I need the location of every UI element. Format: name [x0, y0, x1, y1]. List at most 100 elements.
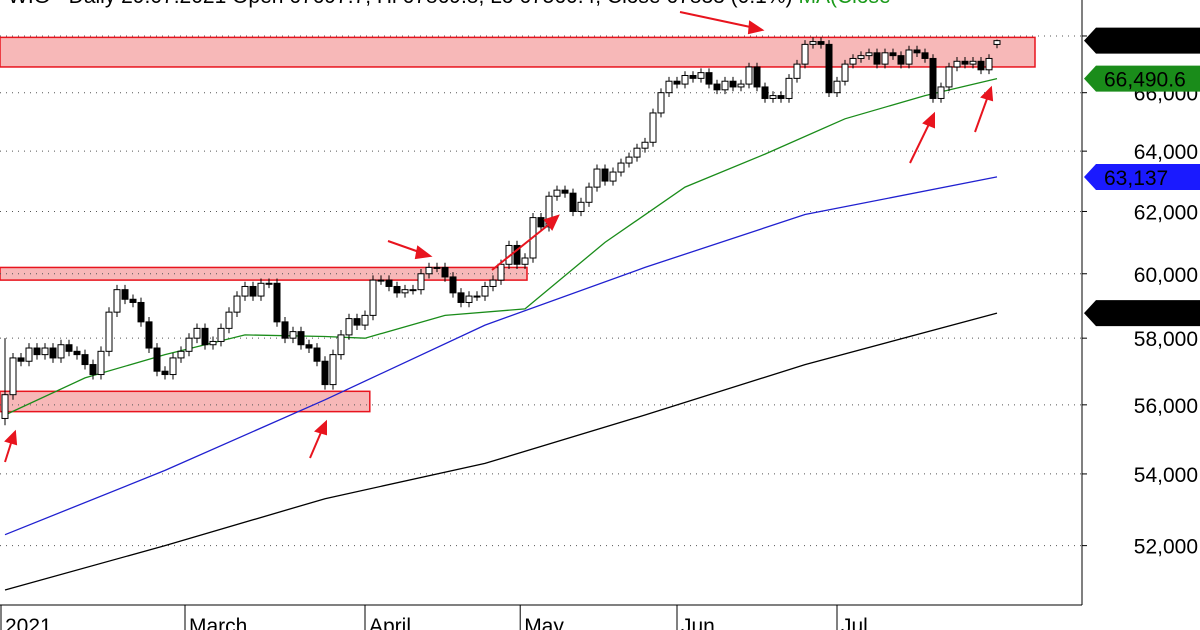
candle-body [169, 357, 177, 376]
candle-body [913, 49, 921, 54]
price-label-box [1084, 300, 1200, 327]
x-tick-label: Jul [841, 615, 868, 630]
candle-body [25, 347, 33, 362]
candle-body [593, 168, 601, 188]
candle-body [777, 95, 785, 99]
candle-body [137, 301, 145, 323]
candle-body [441, 266, 449, 278]
candle-body [65, 344, 73, 352]
arrow-head [747, 20, 765, 35]
candle-body [209, 340, 217, 346]
candle-body [417, 273, 425, 291]
x-axis-labels: 2021 March April May Jun Jul [0, 605, 868, 630]
y-tick-label: 54,000 [1134, 464, 1198, 487]
candle-body [281, 321, 289, 339]
y-tick-label: 60,000 [1134, 264, 1198, 287]
candle-body [89, 364, 97, 376]
candle-body [33, 347, 41, 356]
candle-body [177, 350, 185, 359]
candle-body [969, 60, 977, 65]
arrow [309, 429, 323, 459]
zone [0, 390, 371, 413]
candle-body [121, 289, 129, 300]
candle-body [489, 279, 497, 287]
candle-body [633, 147, 641, 158]
candle-body [609, 171, 617, 182]
x-tick-label: Jun [681, 615, 715, 630]
candle-body [729, 80, 737, 88]
price-label-box [1084, 65, 1200, 92]
candle-body [105, 311, 113, 352]
candle-body [273, 282, 281, 323]
candle-body [265, 282, 273, 285]
candle-body [297, 331, 305, 346]
arrow-head [922, 111, 935, 129]
price-label: 58,770.8 [1104, 303, 1186, 326]
zones [0, 36, 1036, 413]
candle-body [153, 347, 161, 372]
candle-body [929, 57, 937, 99]
candle-body [337, 334, 345, 356]
candle-body [537, 217, 545, 228]
candle-body [985, 57, 993, 71]
candle-body [345, 318, 353, 336]
ma-lines [4, 77, 998, 591]
x-tick-label: April [369, 615, 411, 630]
candle-body [481, 285, 489, 297]
candle-body [657, 92, 665, 114]
candle-body [897, 55, 905, 65]
candle-body [849, 57, 857, 65]
candle-body [129, 298, 137, 303]
title: WIG - Daily 29.07.2021 Open 67697.7, Hi … [8, 0, 793, 8]
candle-body [769, 95, 777, 99]
candle-body [793, 63, 801, 79]
y-tick-label: 64,000 [1134, 141, 1198, 164]
arrow [679, 11, 756, 29]
candle-body [889, 52, 897, 57]
ma-line [4, 176, 998, 536]
price-label: 63,137 [1104, 167, 1168, 190]
candle-body [825, 43, 833, 94]
candle-body [841, 63, 849, 82]
subtitle: MA(Close [799, 0, 891, 8]
candle-body [681, 74, 689, 85]
price-label: 67,833 [1104, 31, 1168, 54]
candle-body [689, 74, 697, 79]
candle-body [41, 347, 49, 356]
candle-body [625, 156, 633, 164]
y-tick-label: 52,000 [1134, 536, 1198, 559]
candle-body [305, 344, 313, 349]
candle-body [1, 394, 9, 419]
candle-body [497, 263, 505, 281]
candle-body [73, 350, 81, 356]
candle-body [369, 279, 377, 316]
candle-body [185, 337, 193, 352]
arrow [4, 439, 13, 463]
candle-body [745, 66, 753, 85]
candle-body [425, 266, 433, 275]
grid [0, 35, 1082, 547]
candle-body [993, 40, 1001, 45]
candle-body [953, 60, 961, 68]
arrow-head [980, 85, 994, 102]
candle-body [817, 41, 825, 45]
candle-body [673, 80, 681, 85]
candle-body [641, 141, 649, 149]
x-tick-label: May [524, 615, 564, 630]
candle-body [513, 244, 521, 265]
candle-body [545, 195, 553, 228]
candle-body [217, 327, 225, 342]
candle-body [233, 295, 241, 313]
candle-body [289, 331, 297, 339]
candle-body [801, 43, 809, 65]
candle-body [945, 66, 953, 88]
candle-body [409, 289, 417, 292]
candle-body [665, 80, 673, 94]
candle-body [321, 360, 329, 386]
candle-body [713, 83, 721, 91]
candle-body [401, 289, 409, 294]
candle-body [433, 266, 441, 269]
candle-body [705, 72, 713, 85]
candle-body [785, 77, 793, 99]
arrow [909, 121, 931, 164]
